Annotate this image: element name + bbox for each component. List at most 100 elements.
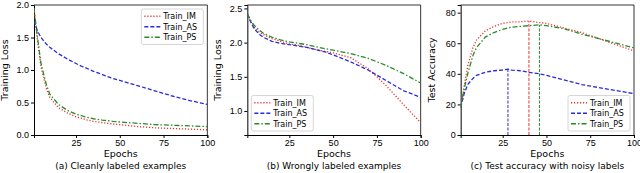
x-axis-tick: 25 (285, 135, 295, 148)
legend: Train_IMTrain_ASTrain_PS (251, 96, 313, 132)
frame (247, 5, 420, 135)
x-axis-tick-label: 100 (627, 138, 640, 148)
y-axis-tick-mark (244, 8, 247, 9)
y-axis-tick: 1.5 (230, 72, 248, 82)
y-axis-tick: 2.0 (230, 38, 248, 48)
legend-swatch (254, 123, 270, 124)
y-axis-tick-mark (31, 5, 34, 6)
y-axis-tick-label: 0.5 (16, 98, 29, 108)
plot-area (461, 21, 634, 135)
series-line (247, 14, 420, 83)
x-axis-tick: 100 (414, 135, 429, 148)
caption: (b) Wrongly labeled examples (267, 161, 402, 171)
series-line (34, 8, 207, 126)
x-axis-tick-label: 50 (542, 138, 552, 148)
legend-label: Train_AS (589, 109, 624, 118)
y-axis-tick-mark (458, 43, 461, 44)
y-axis-tick: 0.0 (16, 130, 34, 140)
y-axis-tick-mark (244, 77, 247, 78)
y-axis-tick-label: 60 (446, 39, 456, 49)
legend-swatch (571, 123, 587, 124)
peak-marker (507, 69, 508, 135)
x-axis: 255075100 (248, 135, 429, 148)
series-line (34, 21, 207, 104)
legend-label: Train_AS (272, 109, 307, 118)
y-axis-tick-mark (458, 13, 461, 14)
y-axis-tick-label: 1.5 (230, 72, 243, 82)
y-axis-tick-label: 2.0 (230, 38, 243, 48)
y-axis-tick-label: 1.0 (230, 106, 243, 116)
x-axis-tick: 75 (159, 135, 169, 148)
x-axis-title: Epochs (317, 148, 351, 159)
legend-label: Train_AS (162, 23, 197, 32)
y-axis-line (458, 6, 462, 136)
y-axis-tick-label: 40 (446, 69, 456, 79)
caption: (c) Test accuracy with noisy labels (470, 161, 624, 171)
x-axis-tick: 75 (586, 135, 596, 148)
y-axis-tick-mark (458, 104, 461, 105)
y-axis-tick: 0.5 (16, 98, 34, 108)
y-axis-tick-label: 2.0 (16, 0, 29, 10)
y-axis-line (31, 6, 35, 136)
y-axis-tick: 80 (446, 8, 461, 18)
legend-label: Train_PS (589, 120, 623, 129)
y-axis-tick-mark (31, 135, 34, 136)
legend-swatch (571, 113, 587, 114)
peak-marker (539, 25, 540, 135)
x-axis-tick-label: 50 (115, 138, 125, 148)
legend: Train_IMTrain_AS Train_PS (568, 96, 630, 132)
y-axis-tick: 2.5 (230, 4, 248, 14)
x-axis-tick: 100 (627, 135, 640, 148)
y-axis-tick-label: 0.0 (16, 130, 29, 140)
figure: 25 50 75 100 0.0 0.5 1.0 1.5 2.0 Epochs Training L… (0, 0, 640, 173)
frame (461, 5, 634, 135)
legend-label: Train_IM (589, 99, 623, 108)
plot-area (34, 8, 207, 130)
x-axis: 25 50 75 100 (35, 135, 216, 148)
legend-box (251, 96, 313, 132)
x-axis-tick-label: 100 (200, 138, 215, 148)
panel: 255075100020406080EpochsTest Accuracy(c)… (426, 5, 640, 171)
x-axis-tick: 100 (200, 135, 215, 148)
y-axis-tick-mark (31, 70, 34, 71)
y-axis-title: Test Accuracy (426, 37, 437, 103)
x-axis-tick: 50 (542, 135, 552, 148)
legend-box (141, 9, 203, 45)
y-axis-tick: 0 (451, 130, 461, 140)
panel: 2550751001.01.52.02.5EpochsTraining Loss… (212, 4, 428, 171)
y-axis-tick-mark (31, 38, 34, 39)
x-axis: 255075100 (461, 135, 640, 148)
x-axis-tick: 50 (329, 135, 339, 148)
legend-swatch (571, 102, 587, 103)
y-axis-tick-label: 1.5 (16, 33, 29, 43)
x-axis-tick: 25 (72, 135, 82, 148)
x-axis-tick: 50 (115, 135, 125, 148)
series-line (461, 21, 634, 107)
y-axis-tick-mark (458, 74, 461, 75)
legend-label: Train_PS (162, 33, 196, 42)
legend-swatch (144, 37, 160, 38)
y-axis-tick: 40 (446, 69, 461, 79)
x-axis-tick-label: 100 (414, 138, 429, 148)
legend-swatch (254, 113, 270, 114)
panel: 25 50 75 100 0.0 0.5 1.0 1.5 2.0 Epochs Training L… (0, 0, 215, 171)
legend: Train_IMTrain_ASTrain_PS (141, 9, 203, 45)
y-axis-tick-label: 0 (451, 130, 456, 140)
y-axis: 0.0 0.5 1.0 1.5 2.0 (16, 0, 34, 140)
y-axis-tick-mark (458, 135, 461, 136)
x-axis-title: Epochs (104, 148, 138, 159)
y-axis-tick-mark (244, 43, 247, 44)
y-axis: 1.0 1.5 2.0 2.5 (230, 4, 248, 136)
y-axis-tick-mark (31, 103, 34, 104)
y-axis-tick: 1.0 (16, 65, 34, 75)
series-line (34, 8, 207, 130)
x-axis-tick-label: 25 (72, 138, 82, 148)
y-axis-tick-mark (244, 111, 247, 112)
y-axis-tick-label: 80 (446, 8, 456, 18)
plot-area (247, 14, 420, 123)
series-line (461, 69, 634, 107)
y-axis-tick-label: 20 (446, 100, 456, 110)
series-line (461, 25, 634, 108)
x-axis-tick-label: 50 (329, 138, 339, 148)
y-axis-title: Training Loss (0, 39, 10, 101)
